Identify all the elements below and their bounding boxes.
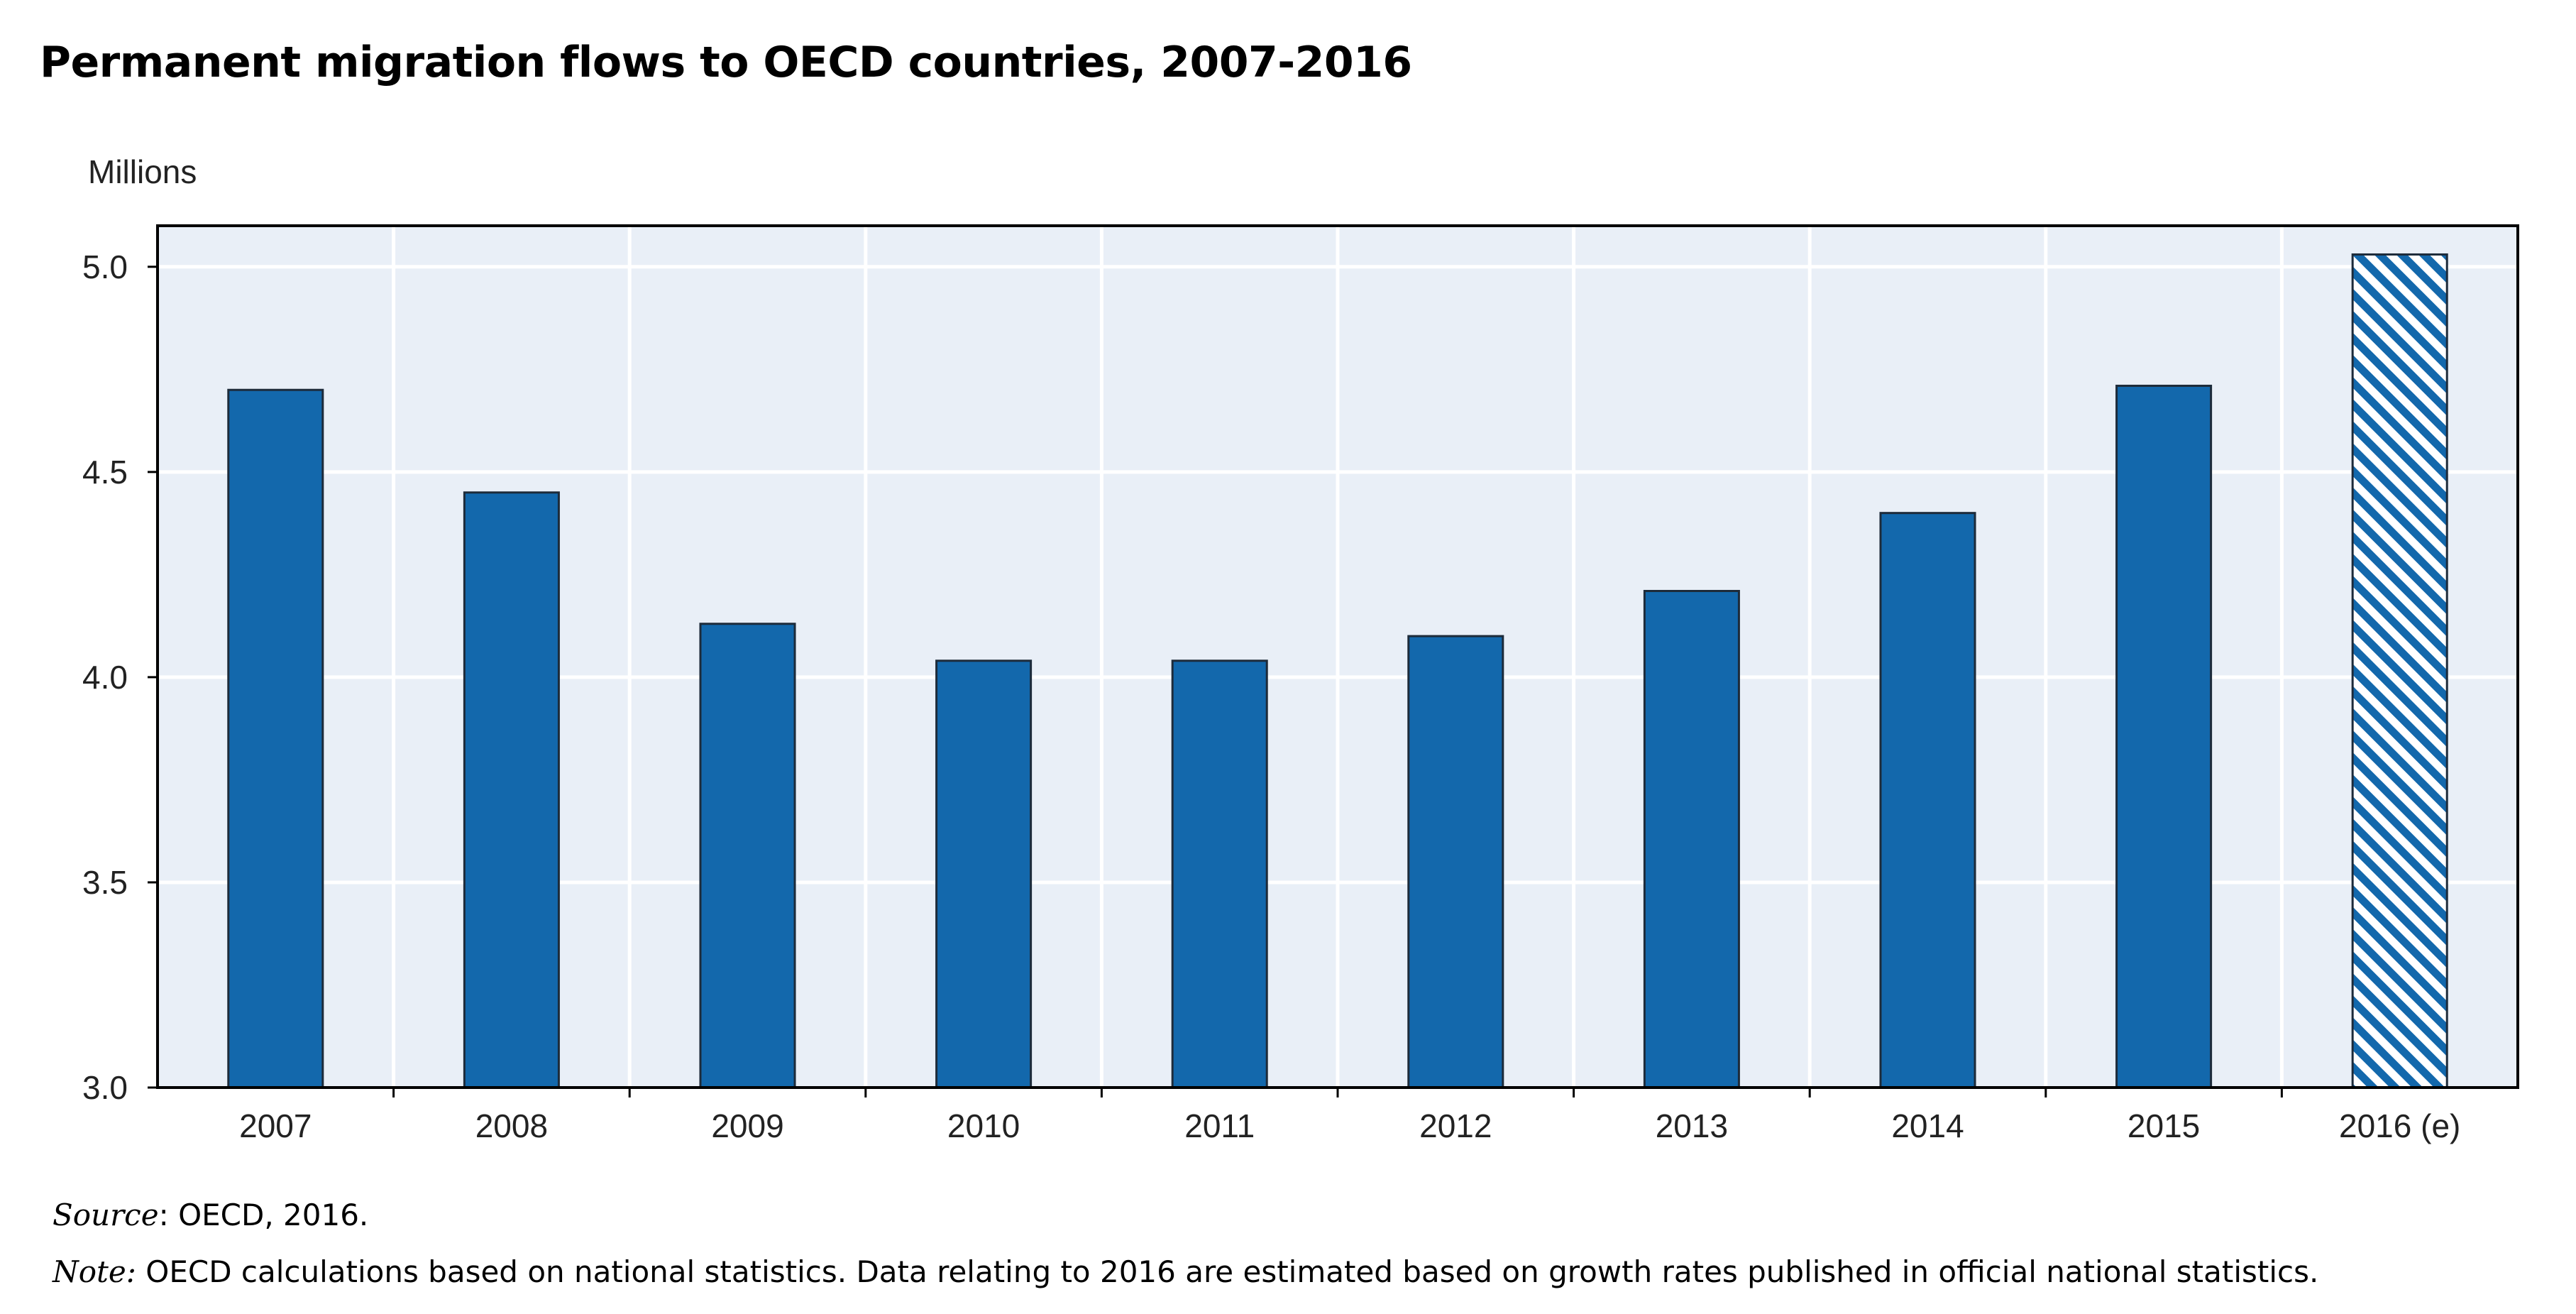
x-tick-label: 2013 [1656, 1107, 1728, 1144]
gridlines [158, 226, 2518, 1088]
bar-2007 [227, 388, 324, 1089]
footnotes: Source: OECD, 2016. Note: OECD calculati… [53, 1187, 2318, 1301]
note-text: OECD calculations based on national stat… [136, 1254, 2319, 1289]
y-tick-label: 3.0 [82, 1069, 128, 1106]
bar-2009 [699, 623, 796, 1089]
bar-2010 [935, 659, 1033, 1089]
x-tick-label: 2007 [239, 1107, 312, 1144]
y-tick-label: 3.5 [82, 864, 128, 901]
bar-2013 [1643, 590, 1740, 1089]
x-tick-label: 2015 [2128, 1107, 2200, 1144]
x-tick-label: 2009 [711, 1107, 783, 1144]
note-label: Note: [53, 1254, 136, 1289]
source-label: Source [53, 1198, 159, 1232]
chart-area: 3.0 3.5 4.0 4.5 5.0 2007 2008 2009 2010 2011 2012… [82, 153, 2519, 1144]
y-tick-label: 4.5 [82, 454, 128, 491]
y-axis-ticks: 3.0 3.5 4.0 4.5 5.0 [82, 248, 158, 1106]
note-line: Note: OECD calculations based on nationa… [53, 1244, 2318, 1301]
bar-2008 [463, 491, 560, 1089]
chart-title: Permanent migration flows to OECD countr… [40, 38, 1412, 87]
x-tick-label: 2010 [947, 1107, 1020, 1144]
bar-2014 [1879, 512, 1976, 1089]
y-axis-unit-label: Millions [88, 153, 197, 190]
y-tick-label: 4.0 [82, 659, 128, 696]
bar-2016-e [2351, 253, 2448, 1089]
bar-2011 [1171, 659, 1268, 1089]
x-tick-label: 2008 [475, 1107, 548, 1144]
bar-chart: 3.0 3.5 4.0 4.5 5.0 2007 2008 2009 2010 2011 2012… [82, 153, 2519, 1144]
x-tick-label: 2016 (e) [2339, 1107, 2460, 1144]
x-tick-label: 2014 [1891, 1107, 1964, 1144]
bar-2012 [1407, 635, 1504, 1089]
source-text: : OECD, 2016. [158, 1198, 369, 1232]
bars [227, 253, 2448, 1089]
x-tick-label: 2012 [1419, 1107, 1492, 1144]
x-axis-ticks: 2007 2008 2009 2010 2011 2012 2013 2014 2015 2016… [239, 1088, 2460, 1144]
source-line: Source: OECD, 2016. [53, 1187, 2318, 1244]
bar-2015 [2115, 384, 2213, 1089]
x-tick-label: 2011 [1184, 1107, 1255, 1144]
y-tick-label: 5.0 [82, 248, 128, 285]
